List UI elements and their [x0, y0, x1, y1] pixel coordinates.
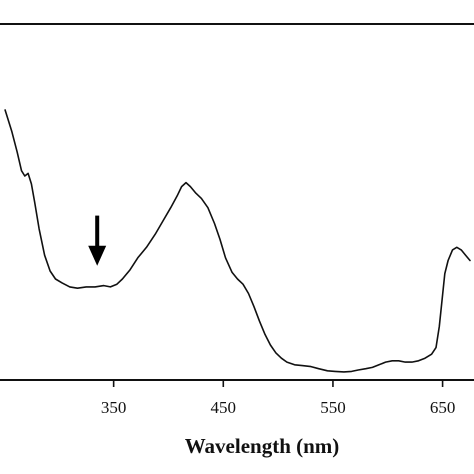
arrow-head [88, 245, 107, 266]
plot-border [0, 23, 474, 381]
x-axis: 350 450 550 650 [101, 380, 455, 417]
x-tick-label: 550 [320, 398, 346, 417]
down-arrow-annotation [88, 215, 107, 266]
x-tick-label: 350 [101, 398, 127, 417]
x-tick-label: 450 [211, 398, 237, 417]
plot-frame [0, 23, 474, 381]
annotation-layer [88, 215, 107, 266]
x-tick-label: 650 [430, 398, 456, 417]
x-axis-title: Wavelength (nm) [185, 434, 340, 458]
series-layer [4, 109, 471, 373]
series-line-1 [4, 109, 471, 373]
